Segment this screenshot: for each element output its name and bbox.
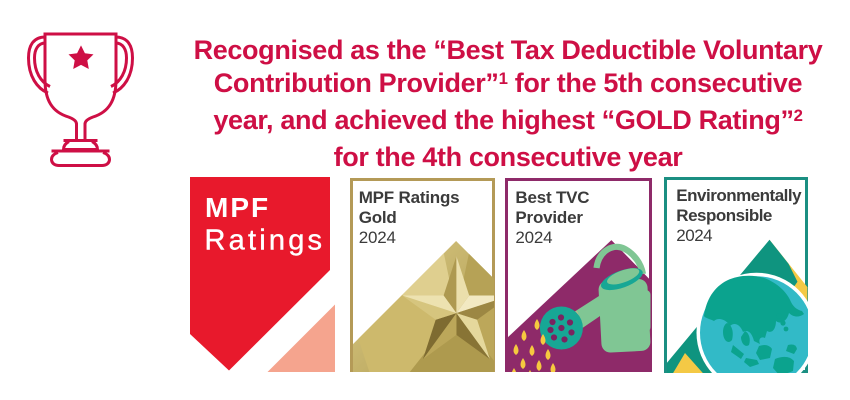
svg-text:Ratings: Ratings (205, 225, 326, 257)
svg-text:MPF: MPF (205, 192, 270, 223)
